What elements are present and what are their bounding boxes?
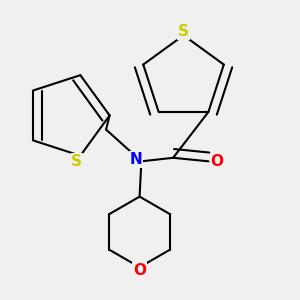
Text: N: N (130, 152, 142, 167)
Text: S: S (71, 154, 82, 169)
Text: O: O (133, 263, 146, 278)
Text: O: O (211, 154, 224, 169)
Text: S: S (178, 24, 189, 39)
